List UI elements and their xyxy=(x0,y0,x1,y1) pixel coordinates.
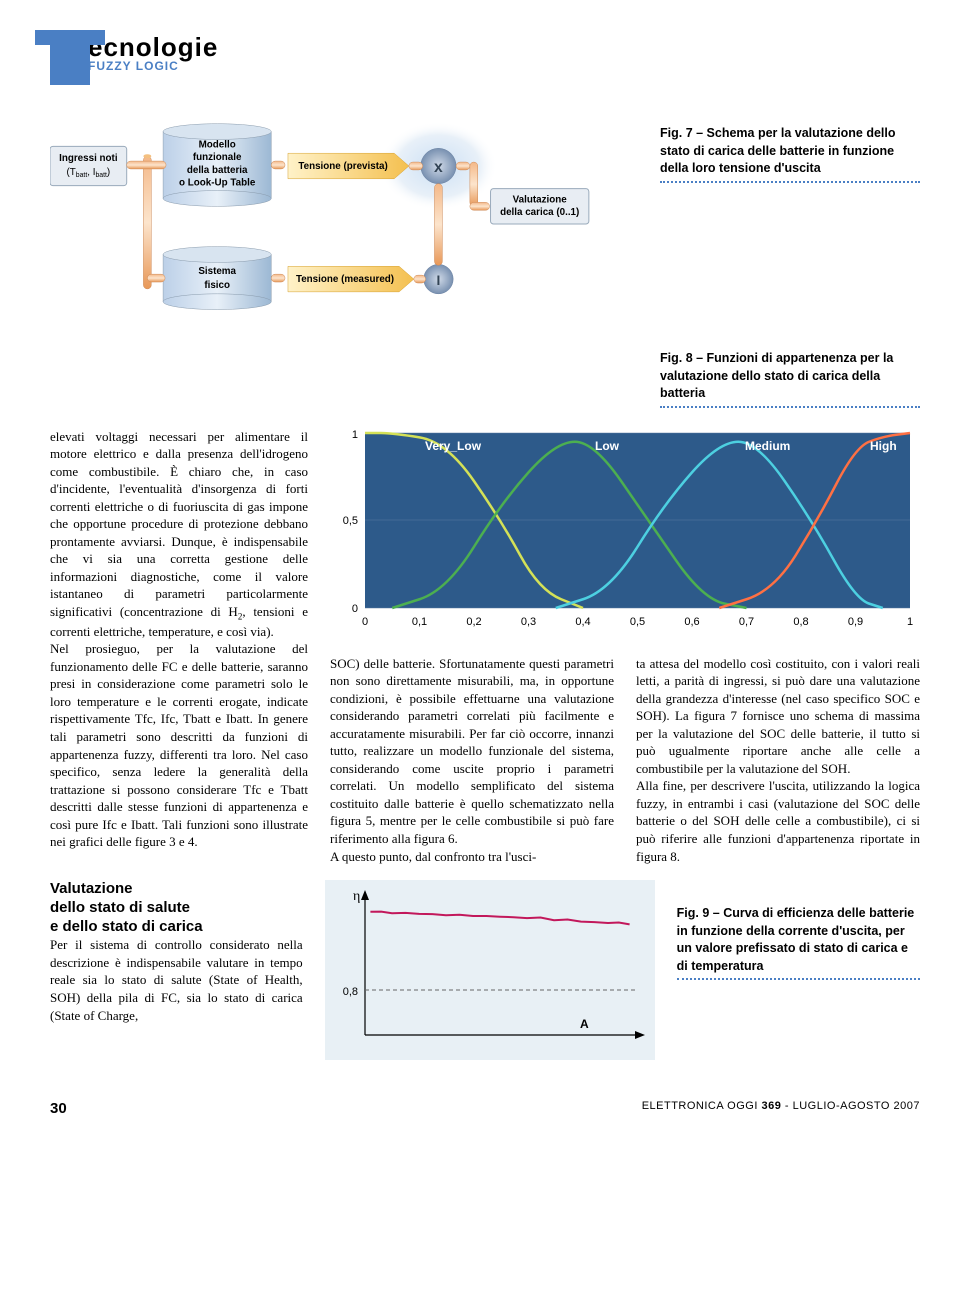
svg-text:1: 1 xyxy=(352,429,358,441)
column-2: SOC) delle batterie. Sfortunatamente que… xyxy=(330,655,614,866)
svg-text:Sistema: Sistema xyxy=(198,266,236,277)
svg-text:fisico: fisico xyxy=(204,280,230,291)
fig7-caption: Fig. 7 – Schema per la valutazione dello… xyxy=(660,110,920,183)
fig9-bg xyxy=(325,880,655,1060)
model-block: Modello funzionale della batteria o Look… xyxy=(163,124,271,207)
logo-t-shape xyxy=(50,30,90,85)
arrow-tension-prev: Tensione (prevista) xyxy=(288,153,409,179)
svg-text:Modello: Modello xyxy=(199,139,236,150)
svg-text:x: x xyxy=(434,159,443,176)
svg-text:Low: Low xyxy=(595,439,620,453)
system-block: Sistema fisico xyxy=(163,247,271,310)
svg-text:o Look-Up Table: o Look-Up Table xyxy=(179,178,256,189)
fig7-diagram: Ingressi noti (Tbatt, Ibatt) Modello fun… xyxy=(50,110,640,340)
svg-text:0,5: 0,5 xyxy=(630,616,645,628)
bottom-left-column: Valutazione dello stato di salute e dell… xyxy=(50,880,303,1024)
section-header: ecnologie FUZZY LOGIC xyxy=(50,30,920,85)
svg-text:0,7: 0,7 xyxy=(739,616,754,628)
x-ticks: 0 0,1 0,2 0,3 0,4 0,5 0,6 0,7 0,8 0,9 1 xyxy=(362,616,913,628)
right-columns-wrap: 0 0,5 1 0 0,1 0,2 0,3 0,4 0,5 0,6 0,7 0,8 0,9 1 Ve… xyxy=(330,428,920,866)
svg-text:0,8: 0,8 xyxy=(342,986,357,998)
column-1: elevati voltaggi necessari per alimentar… xyxy=(50,428,308,866)
svg-text:0,2: 0,2 xyxy=(466,616,481,628)
svg-text:Valutazione: Valutazione xyxy=(513,194,568,205)
svg-text:I: I xyxy=(437,273,441,288)
svg-text:Tensione (prevista): Tensione (prevista) xyxy=(298,161,387,172)
svg-text:0,5: 0,5 xyxy=(343,515,358,527)
page-footer: 30 ELETTRONICA OGGI 369 - LUGLIO-AGOSTO … xyxy=(50,1100,920,1117)
svg-text:Very_Low: Very_Low xyxy=(425,439,482,453)
svg-text:High: High xyxy=(870,439,897,453)
fig8-caption: Fig. 8 – Funzioni di appartenenza per la… xyxy=(660,350,920,408)
svg-text:funzionale: funzionale xyxy=(193,152,242,163)
svg-text:0: 0 xyxy=(352,603,358,615)
svg-text:A: A xyxy=(580,1017,589,1031)
fig8-chart: 0 0,5 1 0 0,1 0,2 0,3 0,4 0,5 0,6 0,7 0,8 0,9 1 Ve… xyxy=(330,428,920,638)
svg-text:0,6: 0,6 xyxy=(684,616,699,628)
page-number: 30 xyxy=(50,1100,67,1117)
footer-source: ELETTRONICA OGGI 369 - LUGLIO-AGOSTO 200… xyxy=(642,1100,920,1117)
svg-text:0,1: 0,1 xyxy=(412,616,427,628)
svg-text:Tensione (measured): Tensione (measured) xyxy=(296,274,394,285)
connector-cyl xyxy=(143,156,151,289)
inputs-label: Ingressi noti xyxy=(59,153,118,164)
svg-text:Medium: Medium xyxy=(745,439,790,453)
fig9-caption: Fig. 9 – Curva di efficienza delle batte… xyxy=(677,880,920,980)
svg-text:della batteria: della batteria xyxy=(187,165,248,176)
svg-text:1: 1 xyxy=(907,616,913,628)
arrow-tension-meas: Tensione (measured) xyxy=(288,266,414,292)
svg-text:della carica (0..1): della carica (0..1) xyxy=(500,207,579,218)
svg-text:0,4: 0,4 xyxy=(575,616,590,628)
svg-text:0,8: 0,8 xyxy=(793,616,808,628)
svg-text:0,9: 0,9 xyxy=(848,616,863,628)
svg-text:η: η xyxy=(353,889,360,904)
svg-text:0: 0 xyxy=(362,616,368,628)
svg-text:0,3: 0,3 xyxy=(521,616,536,628)
column-3: ta attesa del modello così costituito, c… xyxy=(636,655,920,866)
fig9-chart: η 0,8 A xyxy=(325,880,655,1060)
